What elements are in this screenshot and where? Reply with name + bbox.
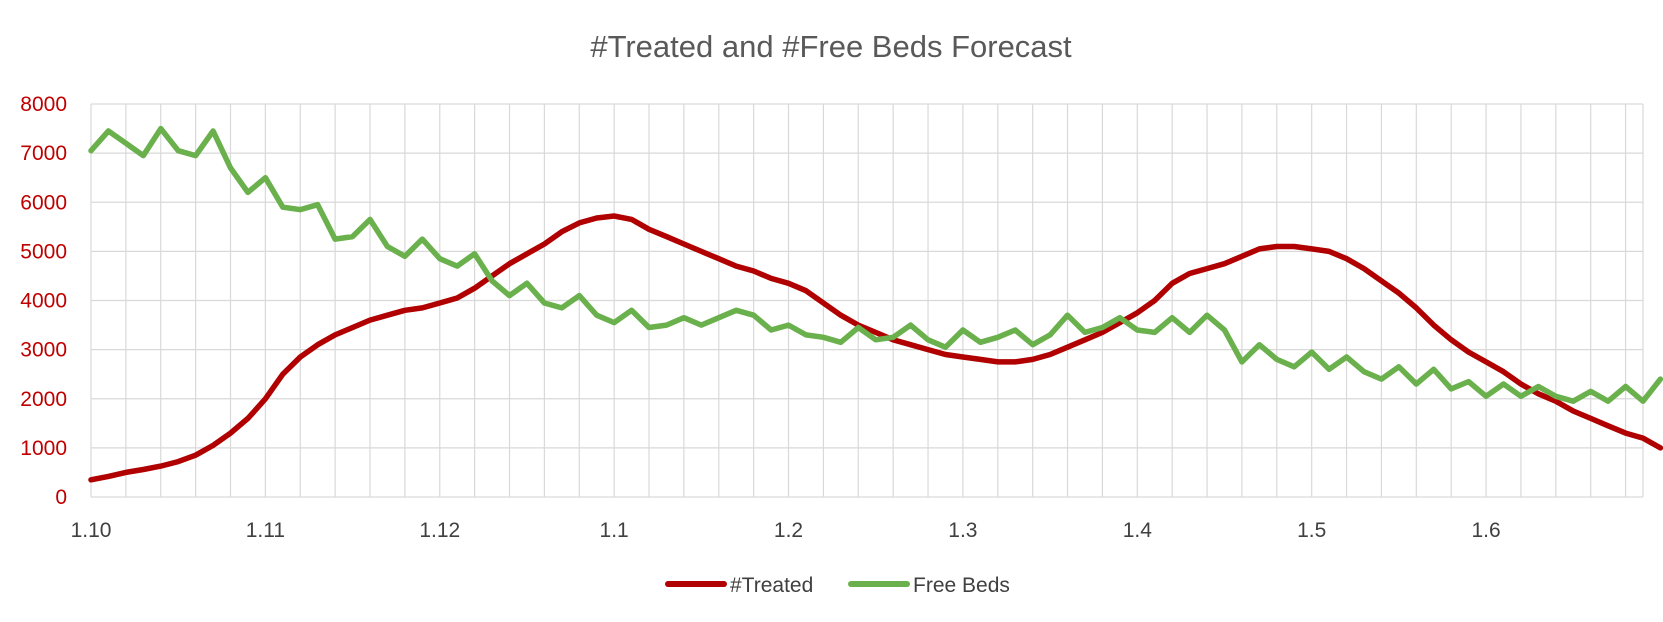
x-tick-label: 1.10 xyxy=(71,519,112,542)
y-tick-label: 7000 xyxy=(20,142,67,165)
y-tick-label: 2000 xyxy=(20,388,67,411)
series-line-free-beds xyxy=(88,125,1663,404)
series-line-treated xyxy=(88,213,1663,483)
y-tick-label: 0 xyxy=(55,486,67,509)
y-tick-label: 3000 xyxy=(20,339,67,362)
x-tick-label: 1.4 xyxy=(1123,519,1153,542)
x-tick-label: 1.6 xyxy=(1471,519,1500,542)
y-tick-label: 6000 xyxy=(20,191,67,214)
series-lines xyxy=(88,125,1663,483)
chart-title: #Treated and #Free Beds Forecast xyxy=(590,29,1072,64)
legend-label-treated: #Treated xyxy=(730,574,813,597)
x-tick-label: 1.1 xyxy=(600,519,629,542)
x-tick-label: 1.2 xyxy=(774,519,803,542)
x-tick-label: 1.3 xyxy=(948,519,977,542)
legend-label-free-beds: Free Beds xyxy=(913,574,1010,597)
x-tick-label: 1.11 xyxy=(246,519,285,542)
legend: #Treated Free Beds xyxy=(665,574,1010,597)
x-tick-label: 1.5 xyxy=(1297,519,1326,542)
x-tick-label: 1.12 xyxy=(419,519,460,542)
y-tick-label: 5000 xyxy=(20,240,67,263)
x-axis-ticks: 1.10 1.11 1.12 1.1 1.2 1.3 1.4 1.5 1.6 xyxy=(71,519,1501,542)
y-tick-label: 1000 xyxy=(20,437,67,460)
y-tick-label: 4000 xyxy=(20,290,67,313)
y-tick-label: 8000 xyxy=(20,93,67,116)
gridlines xyxy=(90,103,1644,498)
y-axis-ticks: 0 1000 2000 3000 4000 5000 6000 7000 8000 xyxy=(20,93,67,509)
